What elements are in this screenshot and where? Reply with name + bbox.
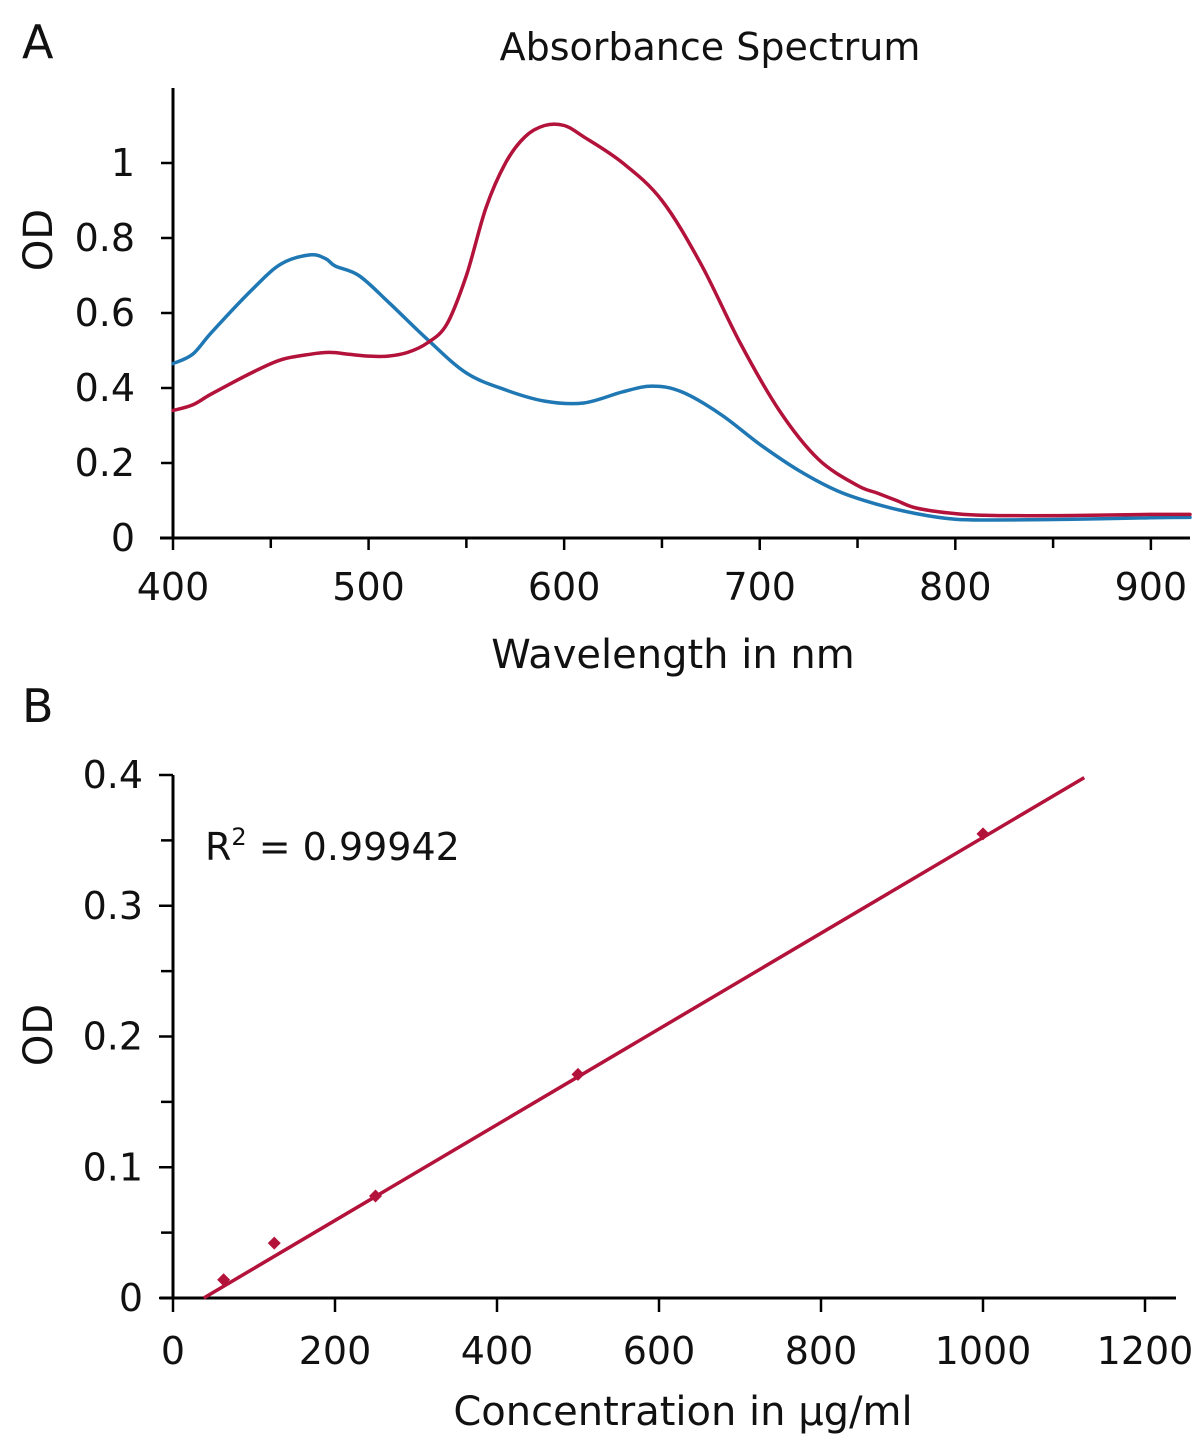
chart-b-y-tick-label: 0.4	[83, 753, 143, 797]
chart-a-x-tick-label: 600	[528, 565, 601, 609]
r-squared-r: R	[205, 825, 231, 869]
chart-b-y-axis-title: OD	[16, 1004, 62, 1066]
panel-b-letter: B	[22, 679, 54, 733]
chart-a-y-tick-label: 0.6	[75, 291, 135, 335]
chart-a-y-tick-label: 0.8	[75, 216, 135, 260]
chart-b-x-tick-label: 600	[623, 1329, 696, 1373]
chart-a-x-tick-label: 400	[137, 565, 210, 609]
chart-b-data-point	[217, 1273, 231, 1287]
chart-a-y-tick-label: 1	[111, 141, 135, 185]
panel-a-chart: A Absorbance Spectrum 400 500 600 700 800 900…	[16, 15, 1192, 678]
chart-b-y-tick-label: 0.1	[83, 1145, 143, 1189]
chart-b-x-tick-label: 1200	[1097, 1329, 1194, 1373]
chart-b-y-tick-label: 0.2	[83, 1015, 143, 1059]
chart-b-x-tick-label: 400	[461, 1329, 534, 1373]
chart-b-y-tick-label: 0.3	[83, 884, 143, 928]
chart-b-trendline	[202, 776, 1086, 1300]
r-squared-value: = 0.99942	[247, 825, 460, 869]
chart-b-x-tick-label: 200	[299, 1329, 372, 1373]
chart-b-ticks: 0 200 400 600 800 1000 1200 0 0.1 0.2 0.3 0.4	[83, 753, 1194, 1373]
chart-a-series-line-1	[171, 252, 1192, 522]
chart-a-x-tick-label: 700	[723, 565, 796, 609]
chart-b-data-point	[369, 1189, 382, 1203]
chart-a-series-line-2	[171, 122, 1192, 518]
chart-a-x-tick-label: 500	[332, 565, 405, 609]
chart-a-y-tick-label: 0.4	[75, 366, 135, 410]
chart-a-x-axis-title: Wavelength in nm	[491, 632, 855, 678]
chart-a-x-tick-label: 900	[1115, 565, 1188, 609]
panel-b-chart: B 0 200 400 600 800 1000 1200 0 0.1 0.2 0.3 0.4 R2 …	[16, 679, 1193, 1435]
chart-a-title: Absorbance Spectrum	[500, 25, 921, 69]
chart-b-x-axis-title: Concentration in µg/ml	[453, 1389, 912, 1435]
chart-a-ticks: 400 500 600 700 800 900 0 0.2 0.4 0.6 0.8 1	[75, 141, 1188, 609]
panel-a-letter: A	[22, 15, 54, 69]
r-squared-annotation: R2 = 0.99942	[205, 823, 460, 869]
chart-a-x-tick-label: 800	[919, 565, 992, 609]
chart-b-x-tick-label: 800	[785, 1329, 858, 1373]
chart-a-y-tick-label: 0.2	[75, 441, 135, 485]
chart-b-x-tick-label: 0	[161, 1329, 185, 1373]
chart-b-data-point	[976, 827, 990, 841]
chart-b-x-tick-label: 1000	[935, 1329, 1032, 1373]
chart-a-y-tick-label: 0	[111, 516, 135, 560]
chart-b-marks	[202, 776, 1086, 1300]
chart-a-y-axis-title: OD	[16, 209, 62, 271]
chart-a-series	[171, 122, 1192, 522]
r-squared-superscript: 2	[231, 823, 246, 851]
chart-b-y-tick-label: 0	[119, 1276, 143, 1320]
chart-b-data-point	[267, 1236, 281, 1250]
chart-b-data-point	[571, 1067, 585, 1081]
